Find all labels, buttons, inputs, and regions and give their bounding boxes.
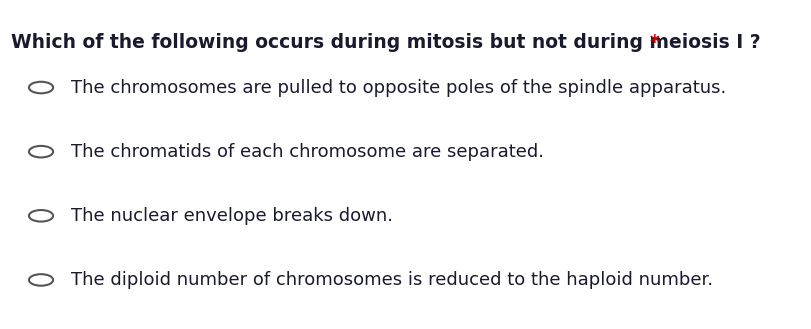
Text: The chromosomes are pulled to opposite poles of the spindle apparatus.: The chromosomes are pulled to opposite p…: [71, 79, 726, 96]
Text: The chromatids of each chromosome are separated.: The chromatids of each chromosome are se…: [71, 143, 543, 161]
Text: Which of the following occurs during mitosis but not during meiosis I ?: Which of the following occurs during mit…: [11, 33, 766, 52]
Text: The diploid number of chromosomes is reduced to the haploid number.: The diploid number of chromosomes is red…: [71, 271, 713, 289]
Text: The nuclear envelope breaks down.: The nuclear envelope breaks down.: [71, 207, 393, 225]
Text: *: *: [649, 33, 659, 52]
